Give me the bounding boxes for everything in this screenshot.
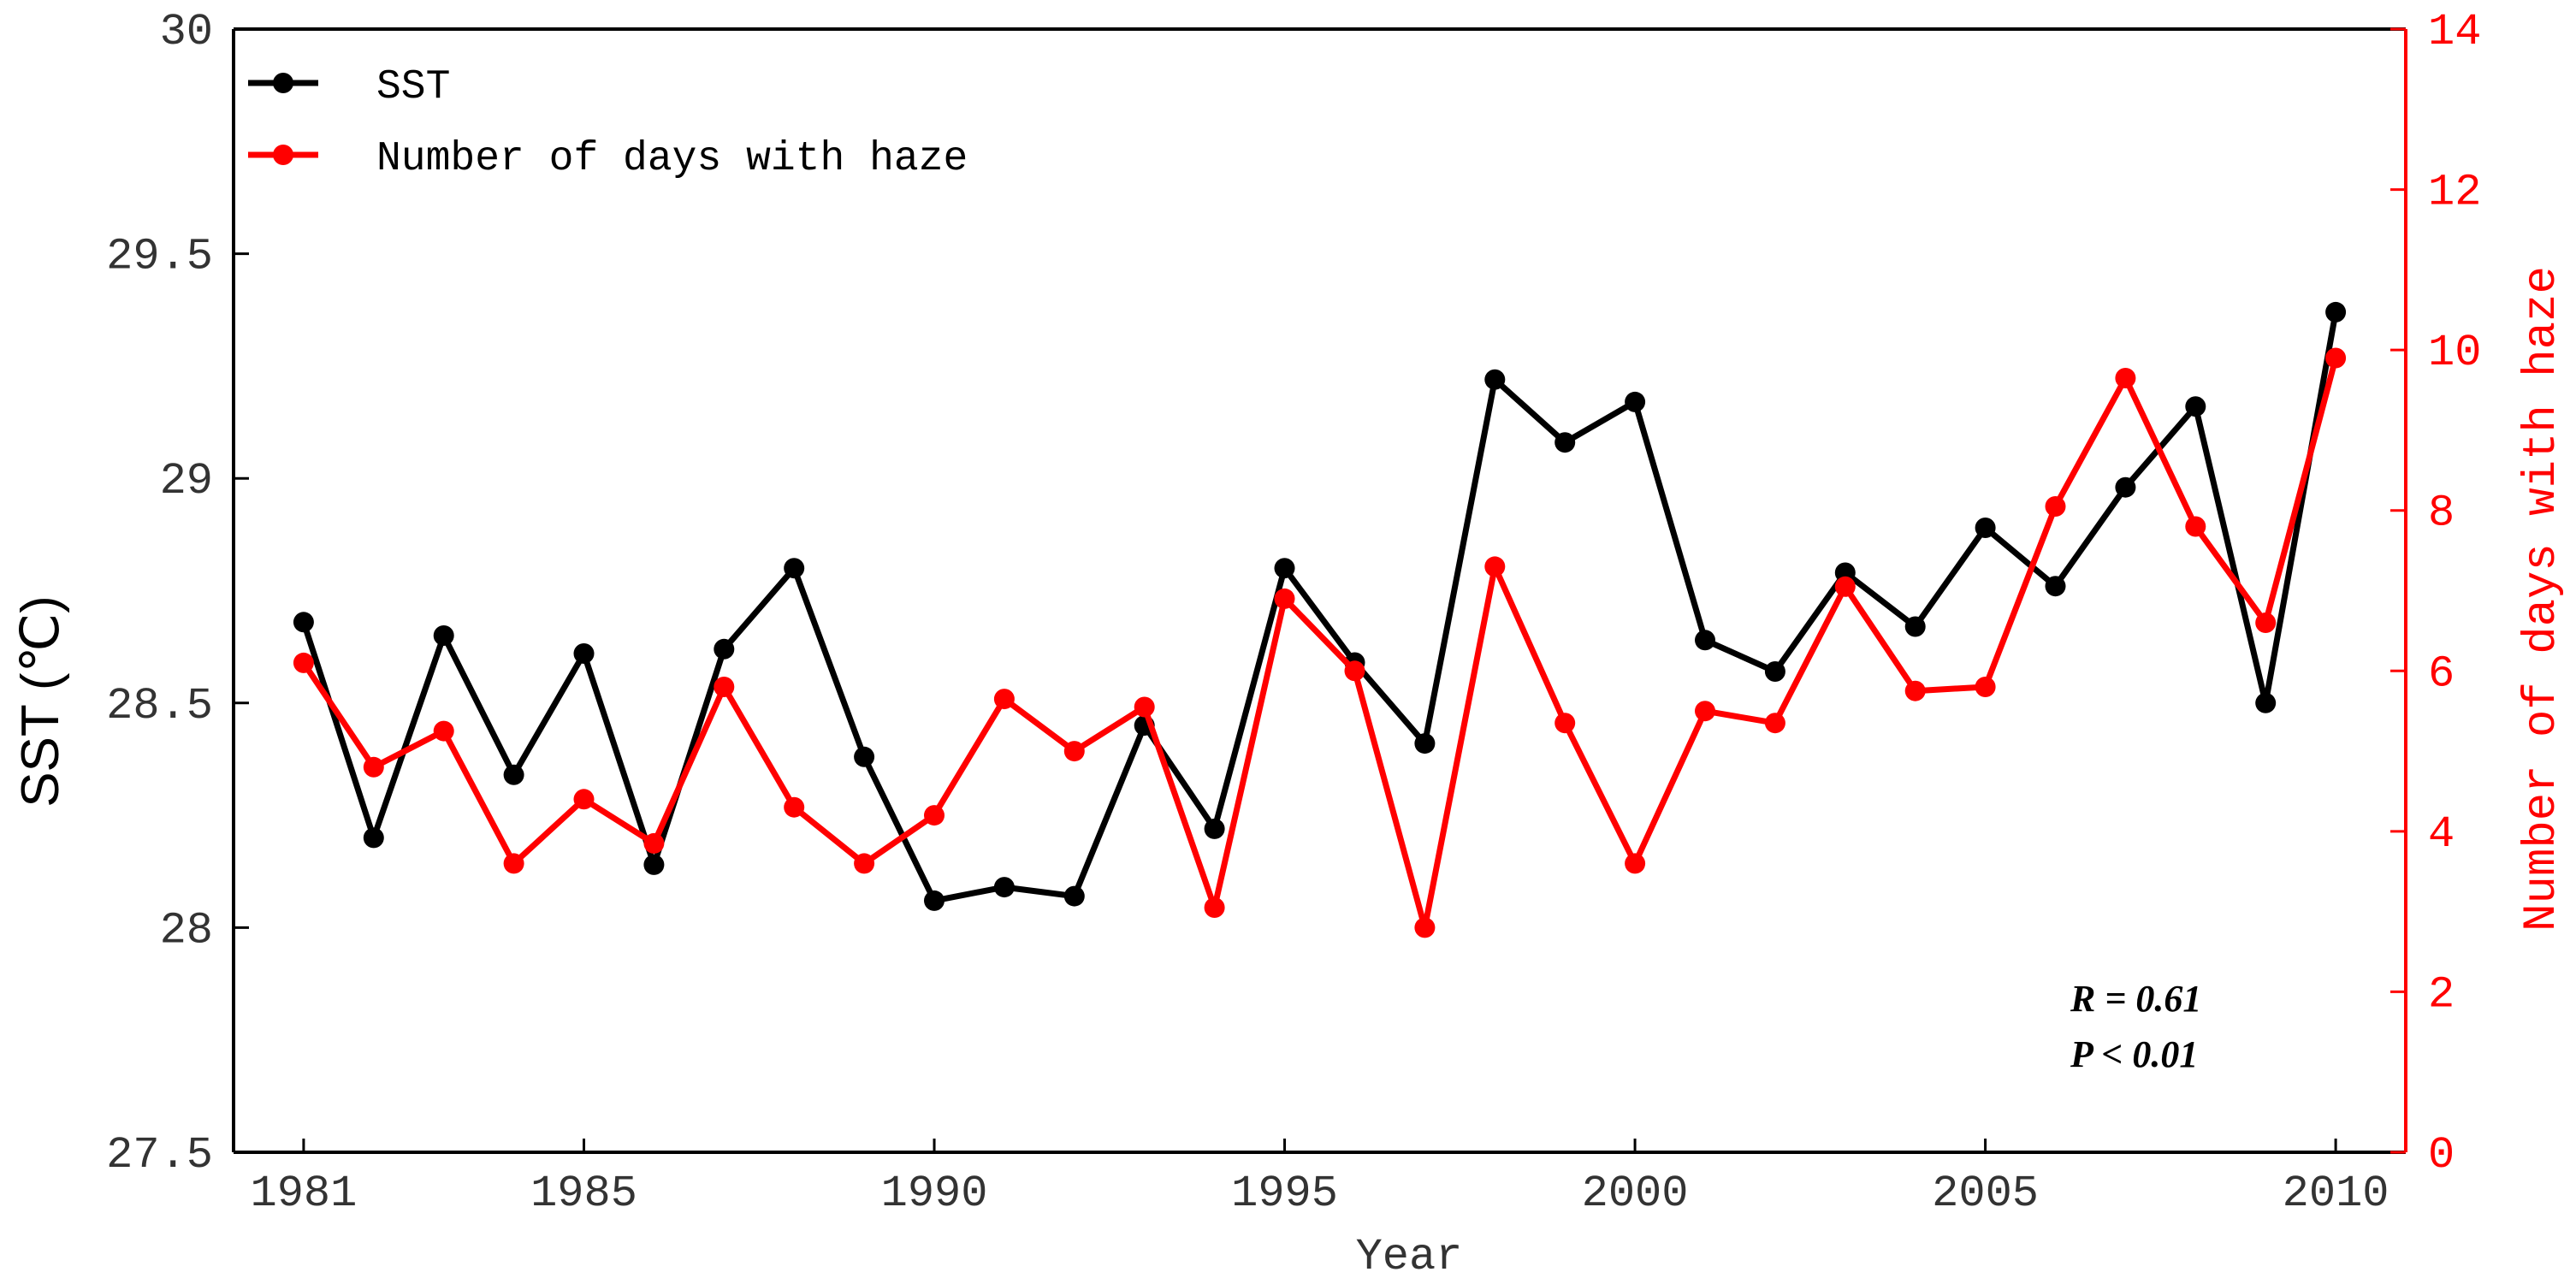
point-sst-2001	[1695, 630, 1715, 651]
x-tick-label-1990: 1990	[881, 1169, 988, 1219]
right-axis-title: Number of days with haze	[2516, 266, 2568, 932]
right-tick-label-14: 14	[2428, 7, 2481, 57]
left-tick-label-30: 30	[160, 7, 213, 57]
legend: SST Number of days with haze	[248, 64, 968, 182]
point-sst-2002	[1764, 661, 1785, 682]
point-sst-1988	[784, 558, 805, 579]
x-tick-label-1995: 1995	[1231, 1169, 1338, 1219]
point-haze-1989	[854, 853, 875, 874]
point-haze-1986	[643, 832, 665, 854]
left-axis-title: SST (℃)	[11, 595, 70, 808]
point-haze-1994	[1204, 897, 1225, 918]
annotation-r: R = 0.61	[2070, 978, 2201, 1020]
point-sst-1992	[1063, 885, 1085, 907]
point-haze-2005	[1975, 677, 1996, 697]
point-haze-1998	[1484, 556, 1506, 577]
point-haze-1981	[293, 652, 314, 673]
point-sst-1999	[1554, 432, 1576, 453]
point-haze-2007	[2115, 368, 2136, 388]
point-haze-1996	[1344, 660, 1365, 682]
point-sst-2007	[2115, 476, 2136, 498]
point-haze-1983	[433, 720, 454, 742]
point-sst-1987	[714, 638, 735, 660]
left-tick-label-27.5: 27.5	[106, 1130, 213, 1180]
series-sst	[293, 301, 2347, 911]
series-haze	[293, 347, 2347, 938]
left-tick-label-28.5: 28.5	[106, 681, 213, 731]
point-haze-2009	[2255, 612, 2277, 633]
point-sst-1984	[503, 764, 524, 785]
point-sst-2004	[1904, 616, 1926, 637]
point-sst-1998	[1484, 369, 1506, 390]
right-tick-label-10: 10	[2428, 328, 2481, 378]
left-tick-label-28: 28	[160, 905, 213, 956]
point-sst-1985	[573, 643, 595, 664]
point-haze-1985	[573, 789, 595, 810]
point-haze-1993	[1134, 696, 1155, 718]
point-sst-1986	[643, 854, 665, 875]
x-tick-label-2010: 2010	[2283, 1169, 2389, 1219]
point-haze-2002	[1764, 713, 1785, 734]
point-sst-2006	[2045, 576, 2066, 597]
series-line-haze	[300, 357, 2339, 931]
point-haze-2003	[1834, 576, 1856, 597]
legend-label-haze: Number of days with haze	[376, 136, 968, 182]
legend-item-sst: SST	[248, 64, 450, 110]
x-tick-label-2005: 2005	[1932, 1169, 2039, 1219]
point-sst-2008	[2185, 396, 2206, 417]
point-haze-1995	[1274, 588, 1295, 609]
point-haze-1991	[993, 689, 1015, 710]
point-sst-1981	[293, 612, 314, 633]
x-tick-label-2000: 2000	[1582, 1169, 1689, 1219]
legend-item-haze: Number of days with haze	[248, 136, 968, 182]
point-haze-1992	[1063, 741, 1085, 762]
legend-marker-haze	[273, 145, 293, 165]
x-tick-label-1981: 1981	[250, 1169, 357, 1219]
point-sst-2010	[2325, 301, 2347, 322]
point-sst-1983	[433, 625, 454, 646]
left-tick-label-29.5: 29.5	[106, 232, 213, 282]
point-sst-2000	[1625, 391, 1646, 412]
point-sst-1990	[924, 890, 945, 911]
legend-label-sst: SST	[376, 64, 450, 110]
annotation-p: P < 0.01	[2070, 1033, 2198, 1075]
series-layer	[293, 301, 2347, 938]
point-haze-2000	[1625, 853, 1646, 874]
right-tick-label-8: 8	[2428, 488, 2455, 539]
point-haze-2010	[2325, 347, 2347, 369]
right-tick-label-2: 2	[2428, 969, 2455, 1020]
x-tick-label-1985: 1985	[530, 1169, 637, 1219]
left-tick-label-29: 29	[160, 456, 213, 506]
legend-marker-sst	[273, 73, 293, 93]
right-tick-label-6: 6	[2428, 648, 2455, 699]
point-haze-1984	[503, 853, 524, 874]
point-sst-1991	[993, 877, 1015, 898]
right-tick-label-4: 4	[2428, 809, 2455, 860]
point-haze-1988	[784, 796, 805, 818]
point-haze-1997	[1414, 917, 1436, 938]
point-haze-1999	[1554, 713, 1576, 734]
point-haze-2004	[1904, 680, 1926, 701]
right-tick-label-12: 12	[2428, 168, 2481, 218]
point-sst-1994	[1204, 818, 1225, 839]
point-haze-2006	[2045, 496, 2066, 517]
x-axis-title: Year	[1356, 1232, 1463, 1282]
point-sst-1982	[363, 827, 384, 849]
point-sst-2009	[2255, 692, 2277, 713]
series-line-sst	[300, 311, 2339, 904]
point-haze-1990	[924, 805, 945, 826]
point-haze-1982	[363, 756, 384, 778]
point-haze-1987	[714, 677, 735, 697]
point-sst-2005	[1975, 518, 1996, 538]
axes: 1981 1985 1990 1995 2000 2005 201027.52828.529…	[106, 7, 2481, 1219]
right-tick-label-0: 0	[2428, 1130, 2455, 1180]
point-haze-2008	[2185, 516, 2206, 537]
point-sst-1997	[1414, 733, 1436, 754]
point-haze-2001	[1695, 701, 1715, 722]
point-sst-1995	[1274, 558, 1295, 579]
point-sst-1989	[854, 746, 875, 767]
